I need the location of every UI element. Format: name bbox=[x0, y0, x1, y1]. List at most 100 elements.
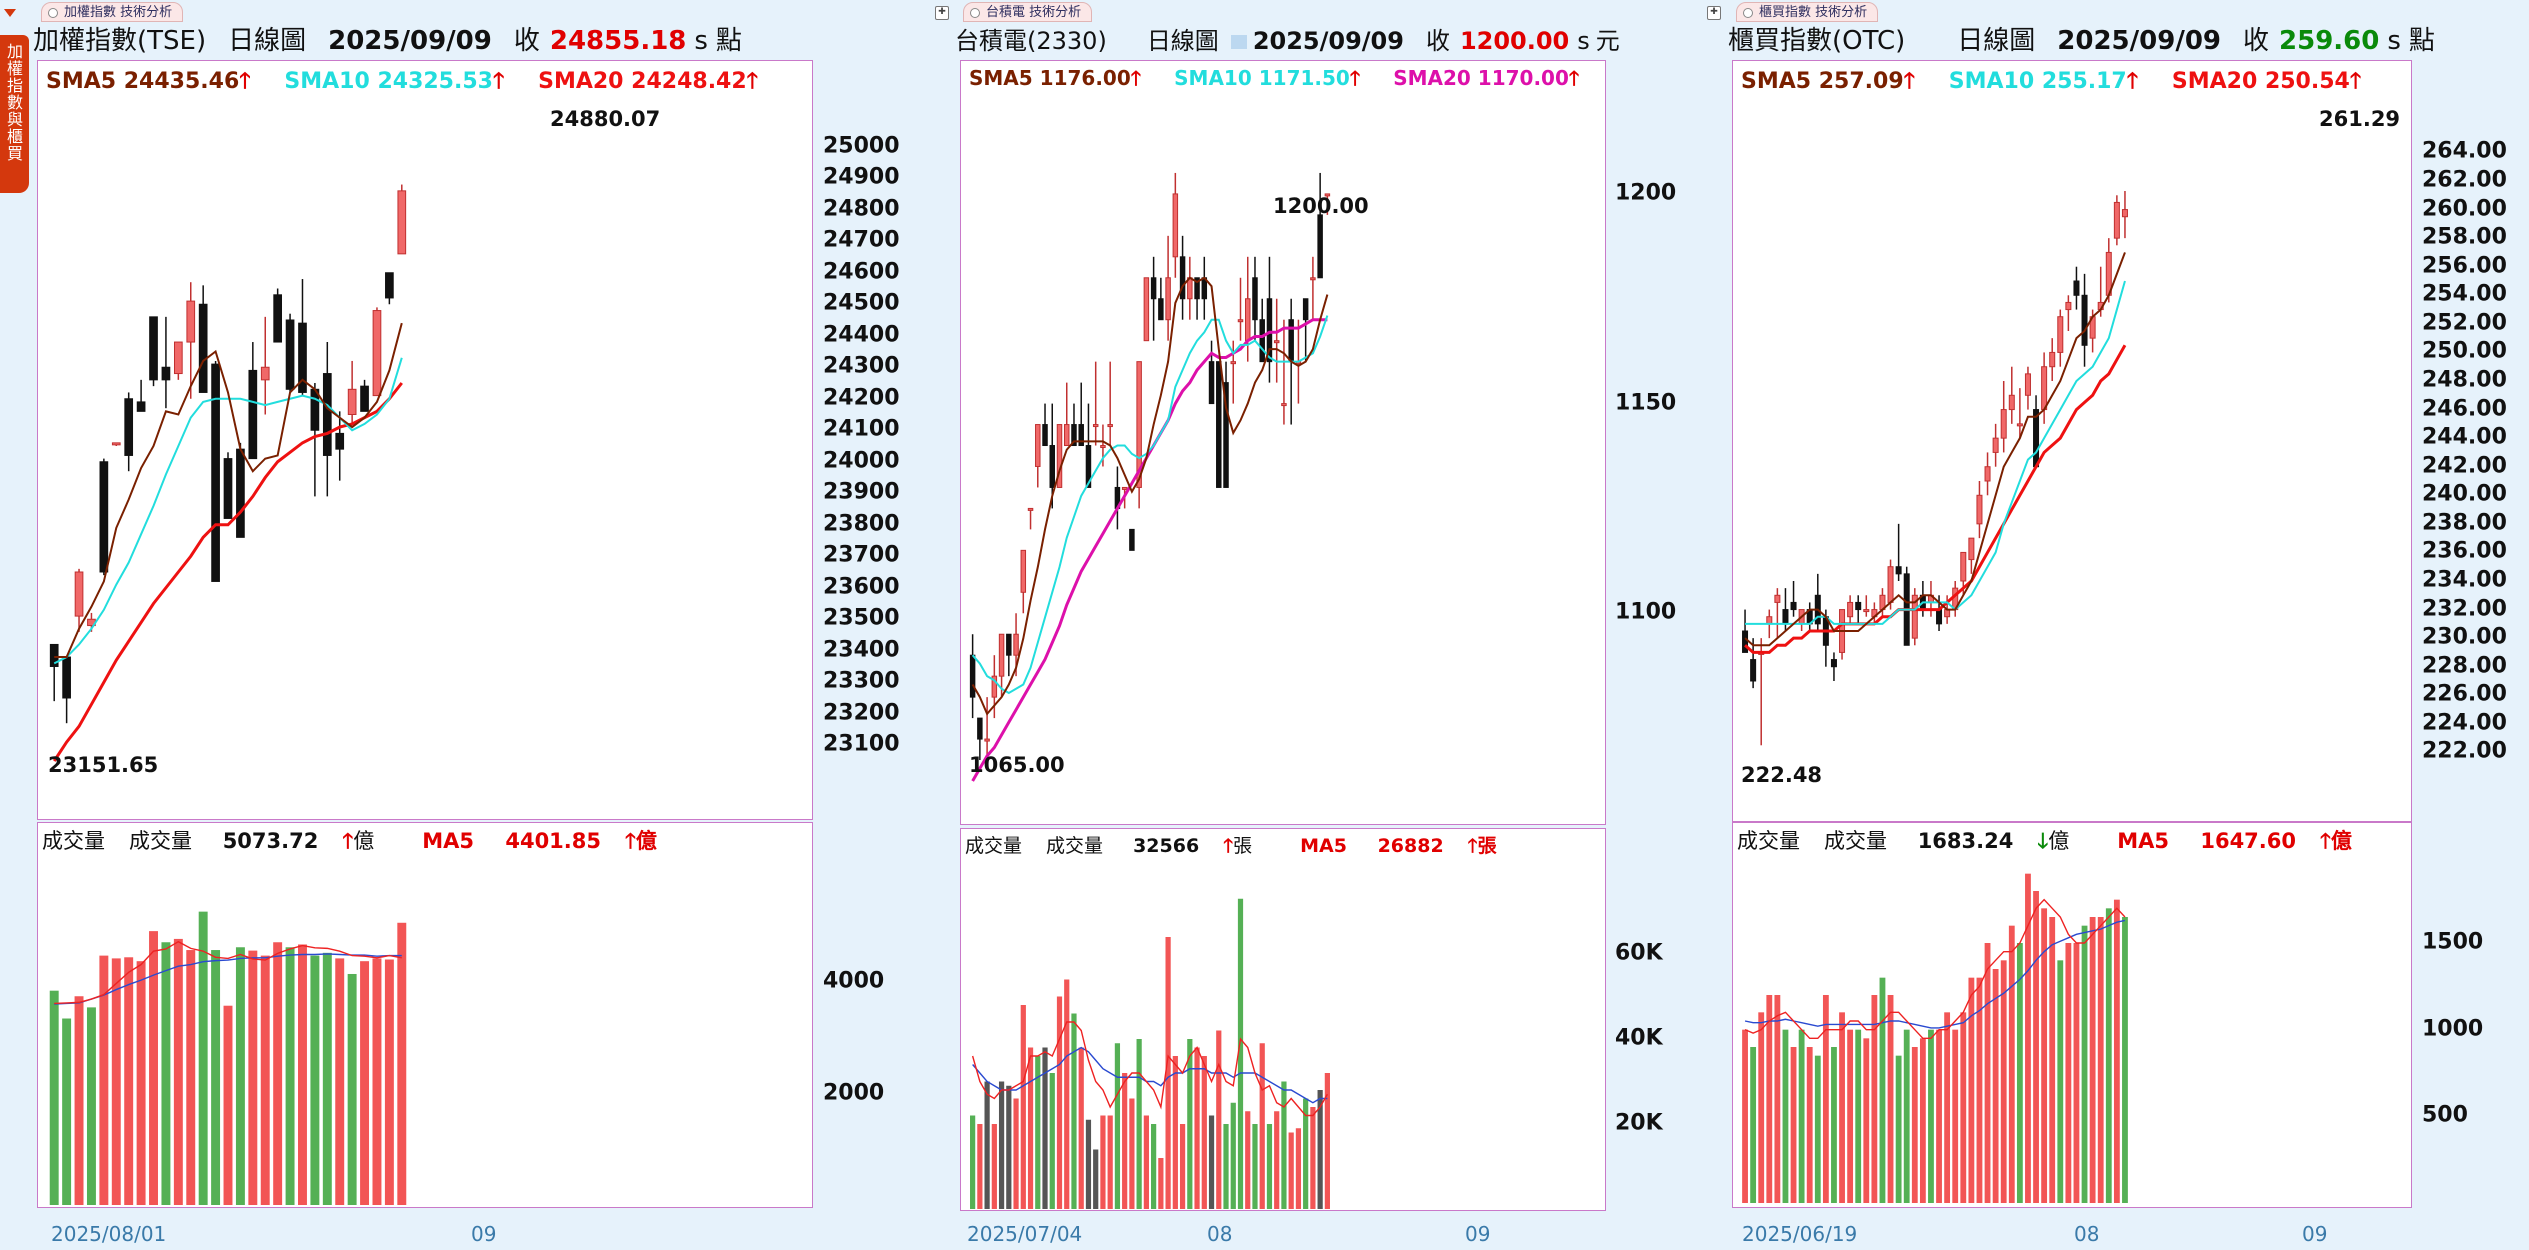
arrow-up-icon: 🡑 bbox=[1349, 66, 1361, 90]
candle-body bbox=[1302, 298, 1309, 321]
volume-value: 32566 bbox=[1133, 835, 1200, 857]
volume-bar bbox=[991, 1124, 997, 1209]
volume-bar bbox=[1194, 1047, 1200, 1209]
candle-body bbox=[1179, 256, 1186, 300]
volume-bar bbox=[1259, 1043, 1265, 1209]
price-tick: 23700 bbox=[823, 542, 900, 568]
volume-bar bbox=[1078, 1047, 1084, 1209]
candle-body bbox=[1259, 319, 1265, 363]
candle-body bbox=[1855, 601, 1862, 611]
vma_red-line bbox=[1744, 898, 2126, 1040]
calendar-icon[interactable] bbox=[1230, 35, 1247, 49]
volume-bar bbox=[1056, 996, 1063, 1209]
tab-otc-analysis[interactable]: 櫃買指數 技術分析 bbox=[1736, 2, 1879, 22]
price-tick: 24300 bbox=[823, 353, 900, 379]
volume-bar bbox=[384, 959, 394, 1205]
tab-2330-analysis[interactable]: 台積電 技術分析 bbox=[963, 2, 1093, 22]
candle-body bbox=[1013, 633, 1019, 656]
candle-body bbox=[1035, 424, 1041, 467]
volume-tick: 1500 bbox=[2422, 929, 2484, 955]
volume-bar bbox=[111, 958, 121, 1205]
triangle-down-icon[interactable] bbox=[4, 9, 16, 17]
candle-body bbox=[1165, 277, 1171, 321]
volume-bar bbox=[1100, 1115, 1106, 1209]
candle-body bbox=[1273, 340, 1280, 344]
panel-header: 台積電(2330) 日線圖 2025/09/09 收 1200.00 s 元 bbox=[955, 24, 1642, 58]
panel-2330: 台積電 技術分析 ✚ 台積電(2330) 日線圖 2025/09/09 收 1200.0… bbox=[955, 0, 1725, 1250]
arrow-up-icon: 🡑 bbox=[1467, 835, 1478, 857]
price-tick: 24700 bbox=[823, 227, 900, 253]
volume-chart[interactable]: 成交量 成交量 1683.24 🡓億 MA5 1647.60 🡑億 bbox=[1732, 822, 2412, 1208]
volume-bar bbox=[2081, 925, 2088, 1203]
candle-body bbox=[2049, 351, 2056, 368]
price-tick: 226.00 bbox=[2422, 681, 2507, 707]
sma20-line bbox=[971, 318, 1328, 782]
volume-bar bbox=[1172, 1056, 1178, 1209]
volume-bar bbox=[1936, 1029, 1942, 1203]
price-tick: 1200 bbox=[1615, 180, 1677, 206]
volume-bar bbox=[998, 1081, 1005, 1209]
period-label[interactable]: 日線圖 bbox=[1146, 27, 1219, 55]
volume-bar bbox=[1766, 995, 1773, 1203]
price-tick: 1100 bbox=[1615, 599, 1677, 625]
sma5-line bbox=[971, 276, 1329, 716]
side-tab[interactable]: 加權指數與櫃買 bbox=[0, 35, 29, 193]
volume-bar bbox=[1310, 1107, 1316, 1209]
candle-body bbox=[1266, 298, 1273, 363]
candle-body bbox=[173, 341, 183, 375]
candle-body bbox=[2008, 394, 2015, 411]
volume-bar bbox=[2025, 873, 2031, 1203]
volume-bar bbox=[1855, 1029, 1862, 1203]
candle-body bbox=[2000, 409, 2007, 439]
candle-body bbox=[1887, 566, 1894, 603]
volume-bar bbox=[1288, 1132, 1294, 1209]
volume-bar bbox=[1968, 977, 1975, 1203]
price-tick: 24900 bbox=[823, 164, 900, 190]
close-value: 1200.00 bbox=[1459, 27, 1570, 55]
volume-bar bbox=[298, 944, 307, 1205]
volume-bar bbox=[1742, 1029, 1748, 1203]
price-tick: 23100 bbox=[823, 731, 900, 757]
tab-tse-analysis[interactable]: 加權指數 技術分析 bbox=[41, 2, 184, 22]
candle-body bbox=[372, 310, 382, 397]
volume-bar bbox=[2016, 943, 2023, 1203]
period-label[interactable]: 日線圖 bbox=[228, 26, 307, 56]
price-tick: 238.00 bbox=[2422, 510, 2507, 536]
candle-body bbox=[1092, 424, 1099, 428]
volume-title: 成交量 bbox=[42, 829, 105, 853]
volume-bar bbox=[984, 1081, 990, 1209]
price-tick: 240.00 bbox=[2422, 481, 2507, 507]
period-label[interactable]: 日線圖 bbox=[1957, 26, 2036, 56]
volume-chart[interactable]: 成交量 成交量 32566 🡑張 MA5 26882 🡑張 bbox=[960, 828, 1606, 1211]
volume-bar bbox=[1035, 1056, 1041, 1209]
price-chart[interactable]: SMA5 24435.46🡑 SMA10 24325.53🡑 SMA20 242… bbox=[37, 60, 813, 820]
pin-icon[interactable]: ✚ bbox=[935, 6, 949, 20]
sma10-value: 255.17 bbox=[2041, 69, 2127, 94]
volume-bar bbox=[1863, 1038, 1870, 1203]
candle-body bbox=[1194, 277, 1200, 300]
volume-bar bbox=[99, 955, 109, 1205]
panel-header: 加權指數(TSE) 日線圖 2025/09/09 收 24855.18 s 點 bbox=[33, 24, 764, 58]
price-tick: 248.00 bbox=[2422, 367, 2507, 393]
pin-icon[interactable]: ✚ bbox=[1707, 6, 1721, 20]
candle-body bbox=[1230, 361, 1237, 365]
price-tick: 262.00 bbox=[2422, 167, 2507, 193]
sma5-value: 257.09 bbox=[1818, 69, 1904, 94]
candle-body bbox=[111, 442, 121, 446]
price-tick: 1150 bbox=[1615, 390, 1677, 416]
price-chart[interactable]: SMA5 1176.00🡑 SMA10 1171.50🡑 SMA20 1170.… bbox=[960, 60, 1606, 825]
date-axis-start: 2025/07/04 bbox=[967, 1222, 1083, 1246]
volume-bar bbox=[1143, 1115, 1149, 1209]
price-chart[interactable]: SMA5 257.09🡑 SMA10 255.17🡑 SMA20 250.54🡑… bbox=[1732, 60, 2412, 822]
volume-bar bbox=[124, 957, 134, 1205]
low-label: 23151.65 bbox=[48, 753, 159, 777]
candle-body bbox=[1078, 424, 1084, 447]
arrow-up-icon: 🡑 bbox=[1130, 66, 1142, 90]
sma-legend: SMA5 257.09🡑 SMA10 255.17🡑 SMA20 250.54🡑 bbox=[1741, 69, 2362, 94]
price-tick: 24100 bbox=[823, 416, 900, 442]
volume-chart[interactable]: 成交量 成交量 5073.72 🡑億 MA5 4401.85 🡑億 bbox=[37, 822, 813, 1208]
candle-body bbox=[49, 643, 59, 668]
candle-body bbox=[1107, 424, 1113, 428]
volume-bar bbox=[1252, 1124, 1258, 1209]
volume-bar bbox=[1122, 1073, 1128, 1209]
